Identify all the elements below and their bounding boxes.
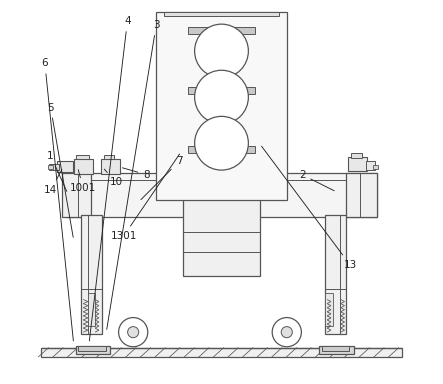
Bar — [41, 348, 402, 357]
Text: 1001: 1001 — [70, 170, 97, 193]
Text: 7: 7 — [141, 156, 183, 200]
Bar — [88, 293, 96, 326]
Bar — [366, 161, 376, 170]
Circle shape — [194, 70, 249, 124]
Bar — [348, 157, 367, 171]
Text: 4: 4 — [89, 16, 131, 341]
Text: 1301: 1301 — [110, 154, 179, 241]
Text: 6: 6 — [42, 58, 74, 341]
Bar — [82, 215, 102, 334]
Circle shape — [119, 318, 148, 347]
Bar — [351, 153, 362, 158]
Bar — [76, 346, 110, 354]
Bar — [322, 346, 350, 351]
Bar — [187, 27, 256, 34]
Bar — [48, 165, 53, 169]
Text: 3: 3 — [107, 20, 159, 329]
Bar — [57, 161, 73, 172]
Text: 10: 10 — [104, 169, 122, 187]
Text: 13: 13 — [261, 146, 357, 270]
Bar — [101, 159, 120, 174]
Bar — [325, 215, 346, 334]
Circle shape — [272, 318, 301, 347]
Circle shape — [281, 327, 292, 338]
Text: 8: 8 — [122, 168, 150, 180]
Text: 1: 1 — [47, 151, 67, 191]
Bar — [164, 12, 279, 16]
Bar — [156, 12, 287, 200]
Bar — [78, 346, 105, 351]
Bar — [346, 173, 377, 217]
Bar — [187, 146, 256, 152]
Bar — [187, 88, 256, 94]
Text: 14: 14 — [44, 169, 62, 195]
Bar — [74, 159, 93, 174]
Circle shape — [194, 24, 249, 78]
Bar — [319, 346, 354, 354]
Bar — [50, 164, 59, 170]
Bar — [105, 155, 114, 159]
Bar — [325, 293, 333, 326]
Text: 2: 2 — [299, 170, 334, 191]
Circle shape — [194, 116, 249, 170]
Bar — [62, 173, 91, 217]
Bar — [66, 173, 377, 217]
Text: 5: 5 — [47, 103, 73, 237]
Bar — [373, 165, 378, 169]
Bar — [183, 196, 260, 276]
Bar — [76, 155, 89, 159]
Circle shape — [128, 327, 139, 338]
